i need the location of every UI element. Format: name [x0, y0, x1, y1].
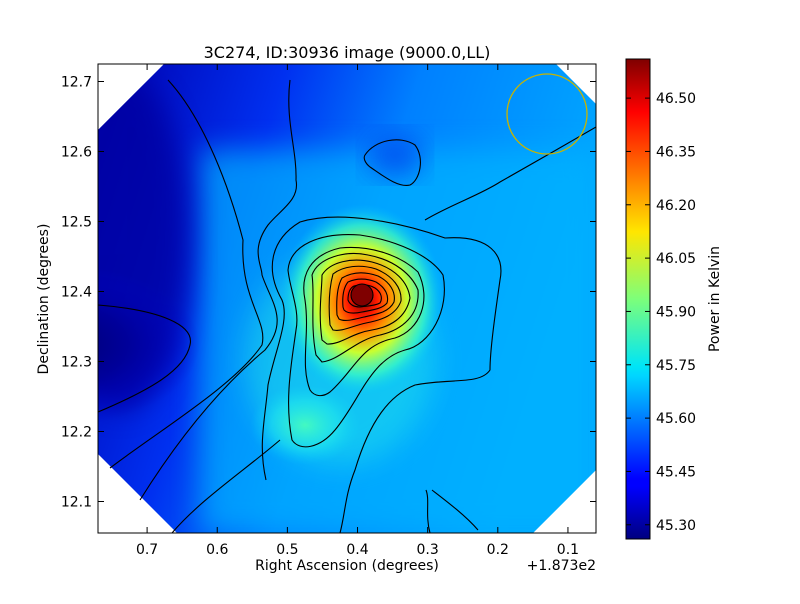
contour-line [347, 284, 382, 308]
contour-line [171, 439, 281, 533]
x-tick-label: 0.7 [136, 542, 158, 558]
contour-line [363, 139, 421, 186]
contour-line [109, 79, 264, 469]
x-axis: 0.7 0.6 0.5 0.4 0.3 0.2 0.1 Right Ascension (d… [136, 64, 596, 574]
contour-line [431, 489, 479, 531]
contour-line [98, 304, 191, 413]
colorbar-tick-label: 45.60 [656, 411, 696, 427]
chart-title: 3C274, ID:30936 image (9000.0,LL) [204, 43, 491, 62]
contour-line [336, 272, 395, 322]
colorbar-tick-label: 46.50 [656, 91, 696, 107]
colorbar-tick-label: 46.35 [656, 144, 696, 160]
colorbar-label: Power in Kelvin [707, 246, 723, 352]
y-tick-label: 12.3 [61, 355, 92, 371]
colorbar-gradient [625, 58, 651, 540]
colorbar-tick-label: 46.05 [656, 251, 696, 267]
contour-line [261, 216, 502, 533]
y-axis: 12.1 12.2 12.3 12.4 12.5 12.6 12.7 Declination… [36, 75, 596, 511]
y-tick-label: 12.6 [61, 145, 92, 161]
contour-lines [98, 79, 596, 533]
y-tick-label: 12.7 [61, 75, 92, 91]
x-axis-label: Right Ascension (degrees) [255, 558, 439, 574]
beam-circle [506, 73, 588, 155]
y-tick-label: 12.4 [61, 285, 92, 301]
colorbar-tick-label: 46.20 [656, 198, 696, 214]
y-tick-label: 12.1 [61, 495, 92, 511]
colorbar-tick-label: 45.45 [656, 464, 696, 480]
contour-line [342, 278, 389, 314]
contour-line [139, 79, 297, 501]
plot-frame [97, 63, 597, 534]
contour-line [350, 283, 374, 307]
colorbar: 45.30 45.45 45.60 45.75 45.90 46.05 46.20 46.35… [625, 58, 723, 540]
x-tick-label: 0.3 [417, 542, 439, 558]
contour-line [303, 246, 425, 397]
x-offset-label: +1.873e2 [527, 558, 596, 574]
contour-line [287, 234, 445, 448]
colorbar-tick-label: 45.30 [656, 518, 696, 534]
contour-line [425, 489, 431, 533]
colorbar-tick-label: 45.90 [656, 304, 696, 320]
x-tick-label: 0.5 [276, 542, 298, 558]
y-axis-label: Declination (degrees) [36, 224, 52, 375]
colorbar-tick-label: 45.75 [656, 358, 696, 374]
contour-line [424, 126, 596, 221]
x-tick-label: 0.6 [206, 542, 228, 558]
contour-line [319, 259, 411, 345]
y-tick-label: 12.2 [61, 425, 92, 441]
x-tick-label: 0.4 [346, 542, 368, 558]
contour-line [328, 265, 402, 331]
contour-line [311, 252, 419, 363]
x-tick-label: 0.2 [487, 542, 509, 558]
heatmap-image [98, 64, 596, 533]
y-tick-label: 12.5 [61, 215, 92, 231]
x-tick-label: 0.1 [557, 542, 579, 558]
